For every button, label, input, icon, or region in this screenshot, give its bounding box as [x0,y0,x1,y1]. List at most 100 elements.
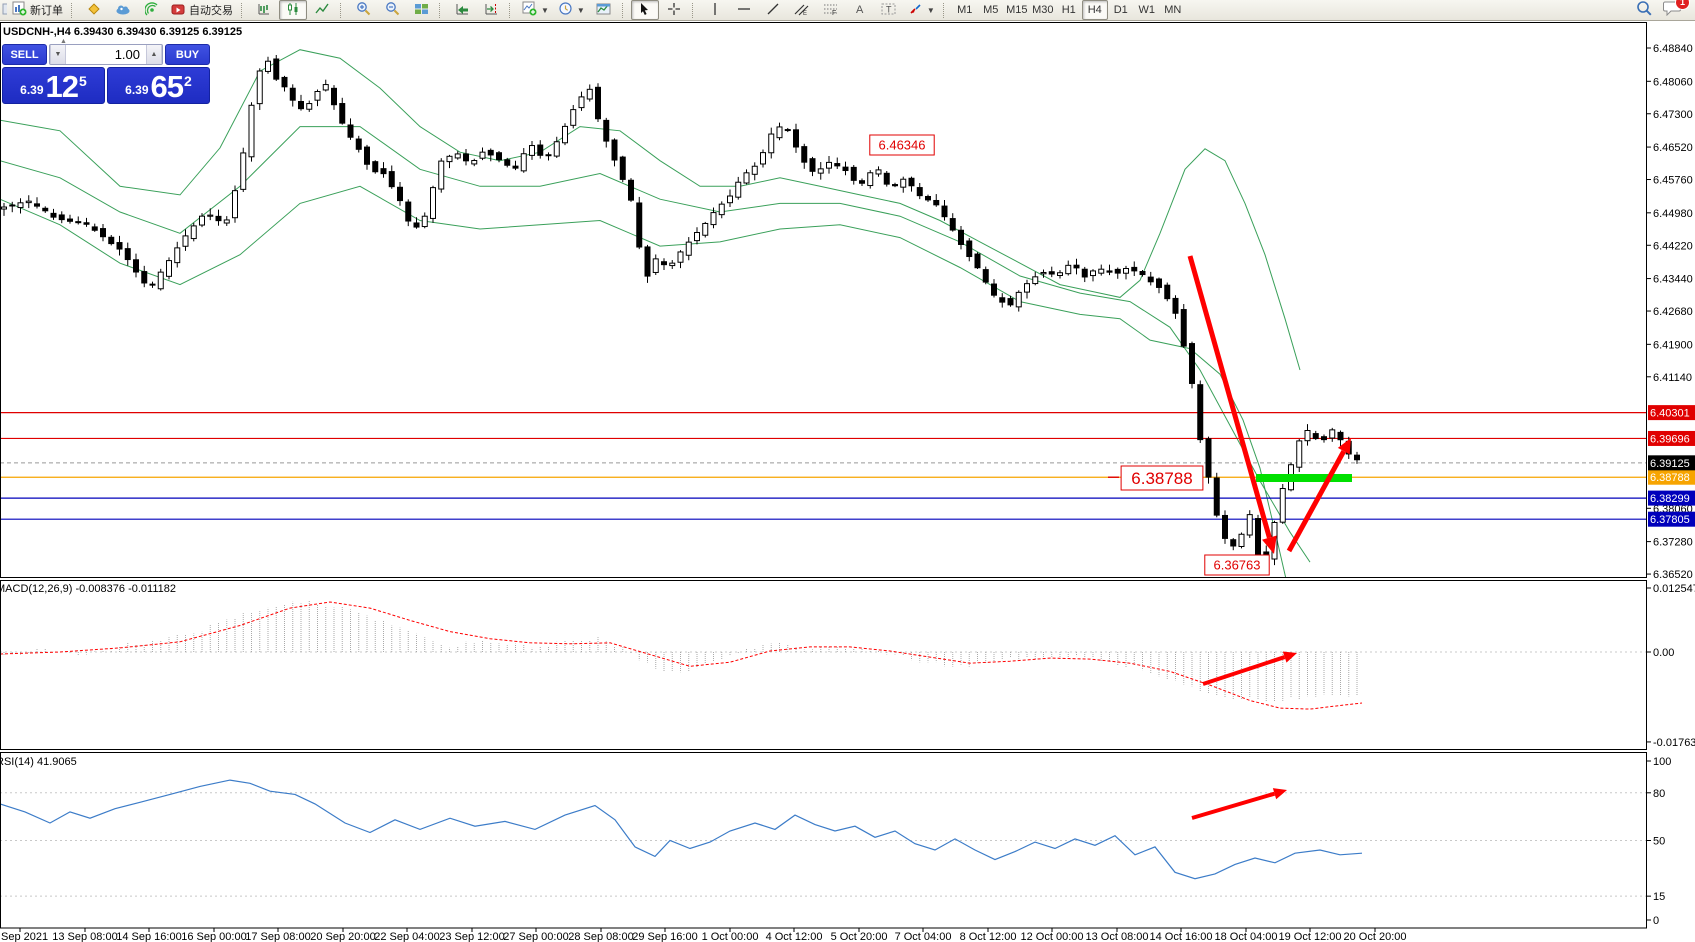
macd-signal-line [1,601,1363,710]
line-chart-mode-button[interactable] [308,0,336,20]
mql5-market-button[interactable] [80,0,108,20]
vertical-line-tool[interactable] [701,0,729,20]
svg-text:T: T [886,4,892,14]
cursor-icon [638,2,651,19]
channel-tool[interactable]: E [788,0,816,20]
sell-price-pip: 5 [79,73,87,89]
svg-text:23 Sep 12:00: 23 Sep 12:00 [439,931,504,942]
volume-increase-button[interactable]: ▲ [146,45,162,64]
svg-text:14 Sep 16:00: 14 Sep 16:00 [116,931,181,942]
text-tool[interactable]: A [846,0,874,20]
svg-text:100: 100 [1653,756,1671,768]
svg-text:17 Sep 08:00: 17 Sep 08:00 [245,931,310,942]
trend-arrow-head [1282,651,1297,663]
separator [509,2,514,18]
svg-text:6.38299: 6.38299 [1650,493,1690,505]
text-label-icon: T [881,2,896,19]
price-callout-text: 6.46346 [879,138,926,153]
vertical-line-icon [710,2,720,19]
rsi-line [1,779,1363,880]
line-chart-icon [315,2,329,19]
autotrading-button[interactable]: 自动交易 [167,0,237,20]
svg-text:22 Sep 04:00: 22 Sep 04:00 [374,931,439,942]
chat-button[interactable]: 1 [1663,0,1690,21]
timeframe-m30[interactable]: M30 [1032,4,1054,16]
svg-text:6.46520: 6.46520 [1653,142,1693,154]
svg-text:9 Sep 2021: 9 Sep 2021 [0,931,48,942]
timeframe-m1[interactable]: M1 [957,4,973,16]
trend-arrow [1202,655,1286,686]
cursor-tool-button[interactable] [630,0,659,20]
new-order-button[interactable]: 新订单 [8,0,67,20]
indicators-button[interactable]: ▼ [518,0,553,20]
volume-decrease-button[interactable]: ▼ [50,45,66,64]
rsi-panel-border [0,752,1647,929]
chart-shift-icon [484,2,499,19]
chart-svg[interactable]: 6.46346 6.38788 6.36763 6.48840 6.48060 6.473… [0,21,1695,942]
candle-chart-mode-button[interactable] [279,0,307,20]
fibonacci-tool[interactable]: F [817,0,845,20]
trendline-tool[interactable] [759,0,787,20]
rsi-panel [1,779,1646,897]
timeframe-h1[interactable]: H1 [1061,4,1076,16]
tile-windows-icon [414,2,429,19]
timeframe-w1[interactable]: W1 [1138,4,1156,16]
bar-chart-mode-button[interactable] [250,0,278,20]
timeframe-m5[interactable]: M5 [983,4,999,16]
timeframe-h4[interactable]: H4 [1081,0,1108,20]
zoom-out-button[interactable] [378,0,406,20]
price-badge [1648,490,1695,506]
signals-button[interactable] [138,0,166,20]
svg-text:13 Oct 08:00: 13 Oct 08:00 [1086,931,1149,942]
cloud-icon [115,2,131,19]
search-icon[interactable] [1635,0,1653,22]
autotrading-label: 自动交易 [189,5,233,17]
tile-windows-button[interactable] [407,0,435,20]
sell-price-panel[interactable]: 6.39 12 5 [2,67,105,104]
zoom-in-button[interactable] [349,0,377,20]
price-callout-text: 6.36763 [1214,558,1261,573]
periods-button[interactable]: ▼ [554,0,589,20]
buy-price-panel[interactable]: 6.39 65 2 [107,67,210,104]
arrows-tool[interactable]: ▼ [904,0,939,20]
chat-unread-badge: 1 [1675,0,1690,10]
timeframe-d1[interactable]: D1 [1113,4,1128,16]
volume-input[interactable] [66,45,146,64]
svg-text:0: 0 [1653,915,1659,927]
text-label-tool[interactable]: T [875,0,903,20]
chart-area[interactable]: 6.46346 6.38788 6.36763 6.48840 6.48060 6.473… [0,21,1695,942]
svg-text:80: 80 [1653,788,1665,800]
timeframe-mn[interactable]: MN [1164,4,1182,16]
svg-text:6.36520: 6.36520 [1653,569,1693,581]
svg-text:20 Sep 20:00: 20 Sep 20:00 [310,931,375,942]
svg-text:50: 50 [1653,836,1665,848]
svg-text:27 Sep 00:00: 27 Sep 00:00 [503,931,568,942]
templates-button[interactable] [590,0,618,20]
crosshair-tool-button[interactable] [660,0,688,20]
autotrading-icon [171,2,186,19]
price-scale[interactable]: 6.48840 6.48060 6.47300 6.46520 6.45760 6.449… [1647,43,1695,927]
horizontal-line-tool[interactable] [730,0,758,20]
svg-text:5 Oct 20:00: 5 Oct 20:00 [831,931,888,942]
template-icon [596,2,612,19]
auto-scroll-button[interactable] [448,0,476,20]
svg-text:20 Oct 20:00: 20 Oct 20:00 [1344,931,1407,942]
price-badge [1648,455,1695,471]
buy-button[interactable]: BUY [165,44,210,65]
svg-text:6.43440: 6.43440 [1653,274,1693,286]
svg-text:6.39696: 6.39696 [1650,433,1690,445]
timeframe-m15[interactable]: M15 [1006,4,1028,16]
collapse-caret-icon[interactable]: ▲ [60,38,67,45]
community-button[interactable] [109,0,137,20]
svg-text:6.41900: 6.41900 [1653,339,1693,351]
sell-button[interactable]: SELL [2,44,47,65]
chart-shift-button[interactable] [477,0,505,20]
trend-arrow-head [1262,535,1277,554]
svg-text:15: 15 [1653,891,1665,903]
buy-price-big: 65 [150,69,184,104]
green-support-zone[interactable] [1256,474,1352,482]
price-badge [1648,511,1695,527]
trendline-icon [766,2,780,19]
svg-text:6.37280: 6.37280 [1653,537,1693,549]
